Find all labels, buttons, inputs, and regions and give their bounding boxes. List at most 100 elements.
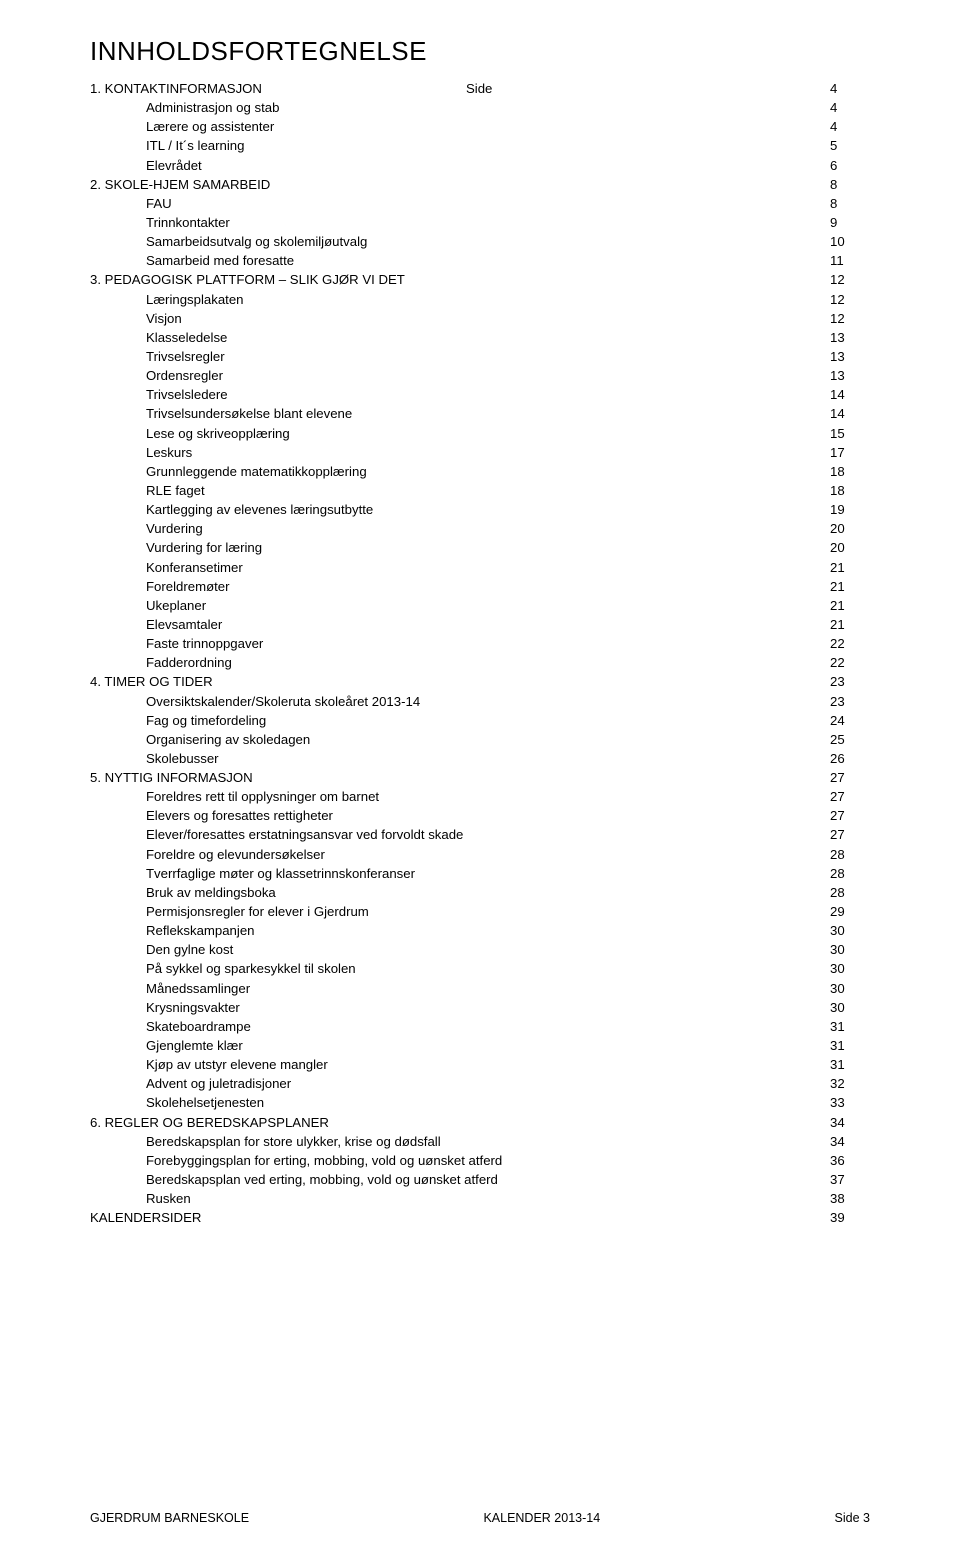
toc-entry-page: 28 xyxy=(830,864,870,883)
toc-entry-label: Beredskapsplan for store ulykker, krise … xyxy=(146,1132,441,1151)
toc-entry-page: 17 xyxy=(830,443,870,462)
toc-row: Klasseledelse13 xyxy=(90,328,870,347)
toc-entry-label: Krysningsvakter xyxy=(146,998,240,1017)
toc-entry-label: Foreldremøter xyxy=(146,577,230,596)
toc-row: Kjøp av utstyr elevene mangler31 xyxy=(90,1055,870,1074)
toc-entry-label: Tverrfaglige møter og klassetrinnskonfer… xyxy=(146,864,415,883)
toc-row: Månedssamlinger30 xyxy=(90,979,870,998)
toc-row: 6. REGLER OG BEREDSKAPSPLANER34 xyxy=(90,1113,870,1132)
toc-entry-label: Lese og skriveopplæring xyxy=(146,424,290,443)
toc-row: 4. TIMER OG TIDER23 xyxy=(90,672,870,691)
toc-entry-label: Månedssamlinger xyxy=(146,979,250,998)
footer-center: KALENDER 2013-14 xyxy=(483,1511,600,1525)
toc-entry-page: 28 xyxy=(830,883,870,902)
toc-row: Advent og juletradisjoner32 xyxy=(90,1074,870,1093)
toc-entry-page: 20 xyxy=(830,538,870,557)
toc-entry-page: 13 xyxy=(830,347,870,366)
toc-row: Foreldres rett til opplysninger om barne… xyxy=(90,787,870,806)
toc-row: Samarbeidsutvalg og skolemiljøutvalg10 xyxy=(90,232,870,251)
toc-entry-label: Organisering av skoledagen xyxy=(146,730,310,749)
toc-entry-label: Trivselsregler xyxy=(146,347,225,366)
toc-row: Den gylne kost30 xyxy=(90,940,870,959)
toc-row: Trinnkontakter9 xyxy=(90,213,870,232)
toc-row: 1. KONTAKTINFORMASJONSide4 xyxy=(90,79,870,98)
toc-row: Beredskapsplan for store ulykker, krise … xyxy=(90,1132,870,1151)
toc-entry-label: Visjon xyxy=(146,309,182,328)
toc-entry-page: 19 xyxy=(830,500,870,519)
toc-entry-page: 20 xyxy=(830,519,870,538)
toc-row: Bruk av meldingsboka 28 xyxy=(90,883,870,902)
toc-entry-label: Trivselsledere xyxy=(146,385,228,404)
toc-entry-page: 12 xyxy=(830,270,870,289)
toc-entry-label: 4. TIMER OG TIDER xyxy=(90,672,213,691)
toc-entry-page: 13 xyxy=(830,366,870,385)
toc-row: Elever/foresattes erstatningsansvar ved … xyxy=(90,825,870,844)
toc-entry-page: 8 xyxy=(830,175,870,194)
toc-entry-label: 2. SKOLE-HJEM SAMARBEID xyxy=(90,175,270,194)
toc-row: RLE faget18 xyxy=(90,481,870,500)
toc-entry-page: 8 xyxy=(830,194,870,213)
footer-right: Side 3 xyxy=(835,1511,870,1525)
toc-row: ITL / It´s learning5 xyxy=(90,136,870,155)
toc-row: 2. SKOLE-HJEM SAMARBEID 8 xyxy=(90,175,870,194)
toc-entry-page: 37 xyxy=(830,1170,870,1189)
toc-entry-label: Rusken xyxy=(146,1189,191,1208)
toc-row: Elevers og foresattes rettigheter 27 xyxy=(90,806,870,825)
toc-entry-label: Skateboardrampe xyxy=(146,1017,251,1036)
toc-entry-label: Leskurs xyxy=(146,443,192,462)
toc-entry-label: 5. NYTTIG INFORMASJON xyxy=(90,768,253,787)
toc-row: Skateboardrampe 31 xyxy=(90,1017,870,1036)
toc-entry-label: Den gylne kost xyxy=(146,940,233,959)
toc-row: Kartlegging av elevenes læringsutbytte19 xyxy=(90,500,870,519)
toc-entry-label: Lærere og assistenter xyxy=(146,117,274,136)
toc-entry-label: Ukeplaner xyxy=(146,596,206,615)
toc-entry-label: Permisjonsregler for elever i Gjerdrum xyxy=(146,902,369,921)
toc-row: Trivselsledere14 xyxy=(90,385,870,404)
toc-entry-page: 27 xyxy=(830,768,870,787)
toc-entry-label: Bruk av meldingsboka xyxy=(146,883,276,902)
toc-row: FAU8 xyxy=(90,194,870,213)
toc-entry-page: 21 xyxy=(830,596,870,615)
toc-row: Vurdering for læring 20 xyxy=(90,538,870,557)
toc-entry-page: 6 xyxy=(830,156,870,175)
toc-row: Foreldre og elevundersøkelser28 xyxy=(90,845,870,864)
table-of-contents: 1. KONTAKTINFORMASJONSide4Administrasjon… xyxy=(90,79,870,1227)
toc-entry-page: 21 xyxy=(830,615,870,634)
page-footer: GJERDRUM BARNESKOLE KALENDER 2013-14 Sid… xyxy=(90,1511,870,1525)
toc-entry-label: 1. KONTAKTINFORMASJON xyxy=(90,79,262,98)
toc-page-header: Side xyxy=(466,79,626,98)
toc-entry-label: Vurdering for læring xyxy=(146,538,262,557)
toc-entry-page: 31 xyxy=(830,1017,870,1036)
toc-row: Ukeplaner 21 xyxy=(90,596,870,615)
toc-entry-page: 27 xyxy=(830,787,870,806)
toc-row: Oversiktskalender/Skoleruta skoleåret 20… xyxy=(90,692,870,711)
toc-entry-label: Forebyggingsplan for erting, mobbing, vo… xyxy=(146,1151,502,1170)
toc-entry-label: Reflekskampanjen xyxy=(146,921,255,940)
toc-row: Samarbeid med foresatte11 xyxy=(90,251,870,270)
toc-row: Reflekskampanjen30 xyxy=(90,921,870,940)
toc-entry-label: 3. PEDAGOGISK PLATTFORM – SLIK GJØR VI D… xyxy=(90,270,405,289)
toc-entry-label: ITL / It´s learning xyxy=(146,136,244,155)
footer-left: GJERDRUM BARNESKOLE xyxy=(90,1511,249,1525)
toc-row: Foreldremøter 21 xyxy=(90,577,870,596)
toc-entry-label: Elevrådet xyxy=(146,156,202,175)
toc-entry-label: KALENDERSIDER xyxy=(90,1208,201,1227)
toc-row: Ordensregler13 xyxy=(90,366,870,385)
toc-entry-page: 22 xyxy=(830,634,870,653)
toc-entry-label: Klasseledelse xyxy=(146,328,227,347)
toc-row: Trivselsregler 13 xyxy=(90,347,870,366)
toc-entry-label: Samarbeidsutvalg og skolemiljøutvalg xyxy=(146,232,367,251)
toc-row: Fadderordning22 xyxy=(90,653,870,672)
toc-row: Krysningsvakter 30 xyxy=(90,998,870,1017)
toc-entry-page: 21 xyxy=(830,577,870,596)
toc-entry-page: 29 xyxy=(830,902,870,921)
toc-entry-page: 27 xyxy=(830,806,870,825)
toc-entry-page: 30 xyxy=(830,998,870,1017)
toc-entry-label: Foreldre og elevundersøkelser xyxy=(146,845,325,864)
toc-entry-page: 12 xyxy=(830,309,870,328)
toc-entry-label: Advent og juletradisjoner xyxy=(146,1074,291,1093)
toc-entry-label: Elevers og foresattes rettigheter xyxy=(146,806,333,825)
toc-entry-page: 34 xyxy=(830,1132,870,1151)
toc-entry-label: Samarbeid med foresatte xyxy=(146,251,294,270)
toc-row: Tverrfaglige møter og klassetrinnskonfer… xyxy=(90,864,870,883)
